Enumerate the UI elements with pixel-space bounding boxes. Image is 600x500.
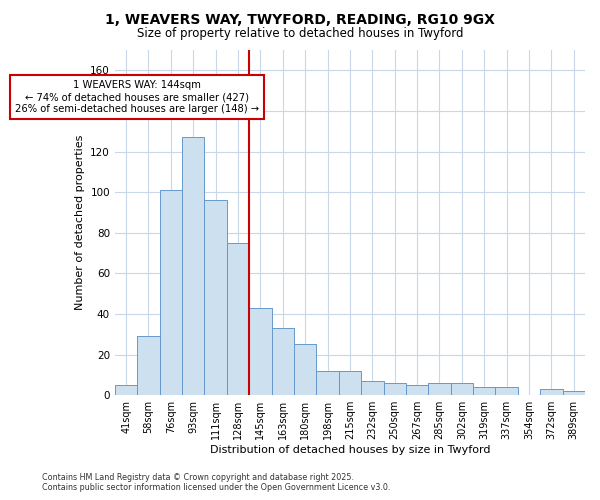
Bar — [563, 391, 585, 395]
Bar — [316, 371, 339, 395]
Bar — [540, 389, 563, 395]
Bar — [227, 243, 249, 395]
Text: Contains HM Land Registry data © Crown copyright and database right 2025.
Contai: Contains HM Land Registry data © Crown c… — [42, 473, 391, 492]
Bar — [361, 381, 383, 395]
Text: 1 WEAVERS WAY: 144sqm
← 74% of detached houses are smaller (427)
26% of semi-det: 1 WEAVERS WAY: 144sqm ← 74% of detached … — [15, 80, 259, 114]
Y-axis label: Number of detached properties: Number of detached properties — [75, 135, 85, 310]
Bar — [294, 344, 316, 395]
Bar — [249, 308, 272, 395]
Text: 1, WEAVERS WAY, TWYFORD, READING, RG10 9GX: 1, WEAVERS WAY, TWYFORD, READING, RG10 9… — [105, 12, 495, 26]
X-axis label: Distribution of detached houses by size in Twyford: Distribution of detached houses by size … — [210, 445, 490, 455]
Bar — [115, 385, 137, 395]
Text: Size of property relative to detached houses in Twyford: Size of property relative to detached ho… — [137, 28, 463, 40]
Bar — [383, 383, 406, 395]
Bar — [137, 336, 160, 395]
Bar — [272, 328, 294, 395]
Bar — [205, 200, 227, 395]
Bar — [182, 138, 205, 395]
Bar — [451, 383, 473, 395]
Bar — [473, 387, 496, 395]
Bar — [406, 385, 428, 395]
Bar — [339, 371, 361, 395]
Bar — [428, 383, 451, 395]
Bar — [160, 190, 182, 395]
Bar — [496, 387, 518, 395]
